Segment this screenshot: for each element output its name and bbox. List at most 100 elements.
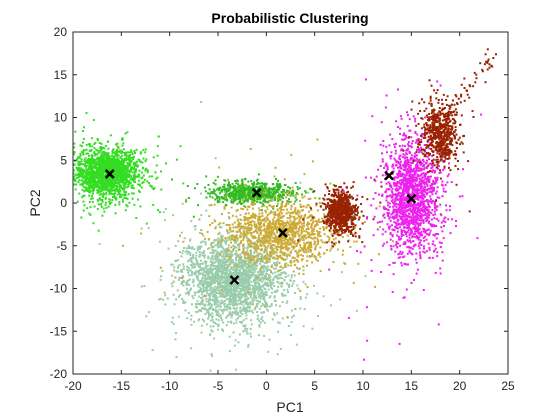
data-point [123, 157, 126, 160]
data-point [162, 298, 165, 301]
data-point [244, 291, 247, 294]
data-point [237, 260, 240, 263]
data-point [92, 158, 95, 161]
data-point [228, 283, 231, 286]
data-point [301, 205, 304, 208]
data-point [201, 303, 204, 305]
data-point [226, 280, 229, 283]
data-point [247, 285, 250, 287]
data-point [203, 237, 206, 240]
data-point [117, 176, 120, 179]
data-point [212, 245, 215, 248]
data-point [199, 272, 202, 275]
data-point [302, 325, 305, 328]
data-point [210, 303, 213, 306]
data-point [253, 292, 256, 295]
data-point [117, 154, 120, 157]
data-point [102, 159, 105, 162]
data-point [252, 264, 255, 267]
data-point [258, 324, 261, 327]
data-point [250, 275, 253, 278]
data-point [299, 290, 302, 292]
data-point [182, 284, 185, 287]
data-point [269, 295, 272, 298]
data-point [108, 169, 111, 171]
data-point [239, 306, 242, 309]
data-point [257, 257, 259, 259]
data-point [224, 242, 227, 245]
data-point [210, 191, 213, 194]
data-point [264, 281, 267, 284]
data-point [251, 271, 254, 274]
data-point [218, 286, 221, 289]
data-point [115, 161, 118, 164]
data-point [207, 315, 210, 318]
data-point [283, 189, 285, 192]
data-point [110, 201, 113, 204]
data-point [221, 284, 224, 287]
data-point [298, 218, 301, 221]
data-point [218, 269, 221, 271]
data-point [315, 258, 318, 261]
data-point [112, 182, 115, 185]
data-point [278, 239, 281, 242]
data-point [204, 307, 207, 310]
data-point [189, 269, 192, 272]
data-point [291, 193, 293, 196]
data-point [262, 271, 265, 274]
data-point [302, 269, 305, 272]
data-point [96, 153, 99, 156]
data-point [257, 300, 260, 303]
data-point [218, 253, 221, 256]
data-point [209, 260, 212, 263]
data-point [233, 286, 236, 289]
data-point [139, 205, 142, 208]
data-point [310, 188, 313, 191]
data-point [217, 237, 220, 240]
data-point [241, 277, 244, 280]
data-point [235, 190, 237, 193]
data-point [246, 240, 249, 243]
data-point [189, 252, 192, 255]
data-point [173, 269, 176, 272]
data-point [100, 175, 103, 178]
data-point [278, 183, 281, 186]
data-point [296, 223, 299, 226]
data-point [164, 207, 167, 210]
data-point [174, 260, 177, 263]
data-point [236, 187, 239, 190]
data-point [224, 268, 227, 271]
data-point [253, 280, 256, 283]
data-point [231, 182, 234, 185]
data-point [106, 184, 109, 186]
data-point [111, 173, 114, 176]
data-point [248, 186, 250, 188]
data-point [199, 309, 202, 311]
data-point [221, 185, 224, 188]
data-point [222, 321, 225, 324]
data-point [204, 278, 207, 281]
data-point [221, 235, 224, 238]
data-point [234, 297, 236, 300]
data-point [84, 160, 87, 163]
data-point [287, 291, 289, 293]
data-point [243, 246, 246, 249]
data-point [122, 164, 125, 167]
data-point [223, 265, 225, 268]
data-point [262, 256, 265, 259]
data-point [124, 165, 127, 168]
data-point [73, 175, 75, 178]
data-point [96, 180, 99, 183]
data-point [239, 195, 242, 198]
data-point [260, 288, 262, 291]
data-point [120, 149, 123, 152]
data-point [97, 174, 100, 177]
data-point [145, 315, 148, 318]
data-point [175, 332, 177, 335]
data-point [212, 261, 214, 264]
data-point [215, 239, 218, 242]
data-point [159, 297, 162, 300]
data-point [269, 279, 272, 282]
data-point [79, 175, 82, 178]
data-point [240, 262, 243, 265]
